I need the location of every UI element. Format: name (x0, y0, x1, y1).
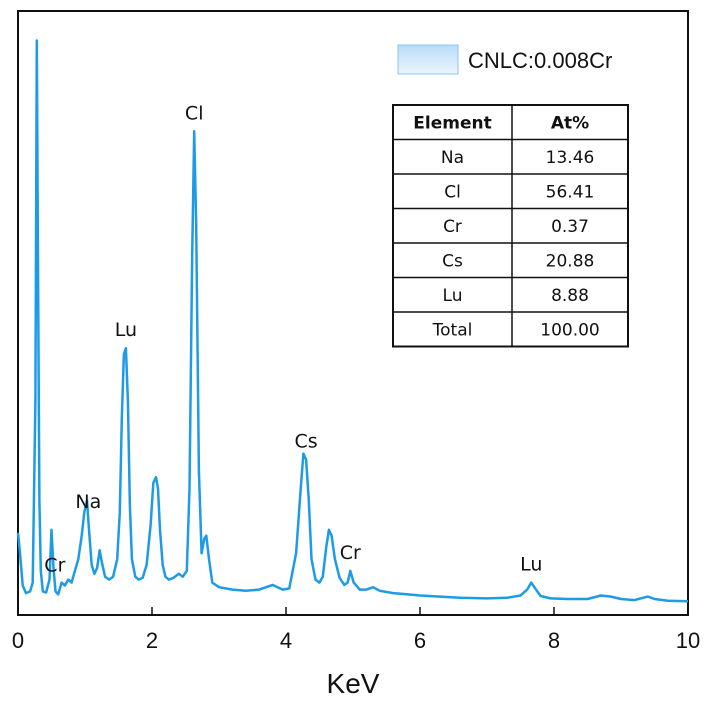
table-cell: Na (441, 148, 464, 168)
peak-label: Lu (520, 554, 542, 576)
table-cell: 13.46 (546, 148, 595, 168)
peak-label: Na (75, 491, 101, 513)
peak-label: Lu (115, 319, 137, 341)
composition-table: Element At% Na 13.46 Cl 56.41 Cr 0.37 Cs 20.88 Lu 8… (392, 104, 629, 348)
table-header-cell: Element (413, 113, 491, 133)
plot-frame (17, 10, 689, 616)
x-tick-label: 10 (676, 628, 700, 653)
table-border (392, 104, 629, 348)
x-tick-label: 4 (280, 628, 292, 653)
legend-label: CNLC:0.008Cr (468, 48, 612, 73)
legend: CNLC:0.008Cr (397, 44, 612, 75)
table-cell: 0.37 (551, 217, 589, 237)
spectrum-line (16, 39, 689, 603)
peak-label: Cr (44, 555, 65, 577)
x-tick-label: 2 (146, 628, 158, 653)
table-cell: 56.41 (546, 182, 595, 202)
table-header-cell: At% (551, 113, 589, 133)
table-cell: Cl (444, 182, 461, 202)
x-tick-label: 0 (12, 628, 24, 653)
peak-label: Cr (340, 542, 361, 564)
table-cell: 20.88 (546, 251, 595, 271)
table-cell: Lu (443, 286, 463, 306)
table-cell: Cr (443, 217, 462, 237)
x-axis-ticks: 0 2 4 6 8 10 (12, 607, 700, 653)
x-tick-label: 6 (414, 628, 426, 653)
x-axis-title: KeV (327, 668, 380, 699)
x-tick-label: 8 (548, 628, 560, 653)
peak-labels: Cr Na Lu Cl Cs Cr Lu (44, 102, 542, 576)
table-cell: 8.88 (551, 286, 589, 306)
peak-label: Cs (295, 431, 318, 453)
legend-swatch (397, 44, 459, 75)
table-cell: Total (432, 320, 473, 340)
table-cell: Cs (442, 251, 463, 271)
peak-label: Cl (185, 102, 204, 124)
table-cell: 100.00 (540, 320, 599, 340)
